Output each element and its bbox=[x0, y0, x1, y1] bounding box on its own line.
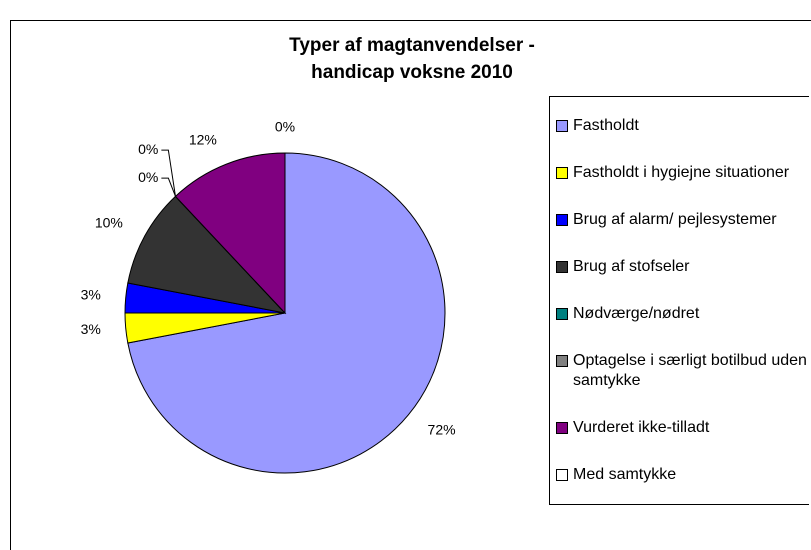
legend-entry: Fastholdt bbox=[556, 116, 809, 136]
legend-entry: Optagelse i særligt botilbud uden samtyk… bbox=[556, 351, 809, 391]
legend-swatch bbox=[556, 354, 568, 367]
data-label: 0% bbox=[138, 169, 158, 185]
legend-swatch bbox=[556, 468, 568, 481]
chart-title: Typer af magtanvendelser - bbox=[289, 35, 535, 56]
legend-swatch bbox=[556, 261, 568, 274]
legend-swatch bbox=[556, 307, 568, 320]
legend-entry: Fastholdt i hygiejne situationer bbox=[556, 163, 809, 183]
legend-swatch bbox=[556, 120, 568, 133]
legend-entry: Nødværge/nødret bbox=[556, 304, 809, 324]
chart-frame bbox=[10, 20, 811, 550]
legend-entry: Brug af alarm/ pejlesystemer bbox=[556, 210, 809, 230]
legend-label: Fastholdt i hygiejne situationer bbox=[573, 164, 790, 182]
legend-swatch bbox=[556, 214, 568, 227]
data-label: 0% bbox=[138, 141, 158, 157]
leader-line bbox=[161, 149, 176, 197]
pie-slice bbox=[127, 152, 446, 474]
data-label: 3% bbox=[81, 321, 101, 337]
legend-label: Optagelse i særligt botilbud uden samtyk… bbox=[573, 351, 807, 389]
data-label: 72% bbox=[428, 422, 456, 438]
legend: Fastholdt Fastholdt i hygiejne situatione… bbox=[549, 96, 809, 505]
pie-slice bbox=[127, 195, 287, 314]
legend-swatch bbox=[556, 421, 568, 434]
pie-slice bbox=[174, 152, 286, 315]
legend-label: Fastholdt bbox=[573, 117, 639, 135]
chart-title: handicap voksne 2010 bbox=[311, 62, 513, 83]
legend-entry: Med samtykke bbox=[556, 465, 809, 485]
data-label: 0% bbox=[275, 119, 295, 135]
legend-label: Vurderet ikke-tilladt bbox=[573, 418, 710, 436]
data-label: 12% bbox=[189, 132, 217, 148]
legend-label: Med samtykke bbox=[573, 465, 677, 483]
legend-label: Nødværge/nødret bbox=[573, 304, 700, 322]
legend-label: Brug af stofseler bbox=[573, 258, 690, 276]
legend-label: Brug af alarm/ pejlesystemer bbox=[573, 211, 777, 229]
legend-entry: Vurderet ikke-tilladt bbox=[556, 418, 809, 438]
leader-line bbox=[161, 177, 176, 197]
data-label: 10% bbox=[95, 215, 123, 231]
legend-swatch bbox=[556, 167, 568, 180]
data-label: 3% bbox=[81, 286, 101, 302]
legend-entry: Brug af stofseler bbox=[556, 257, 809, 277]
